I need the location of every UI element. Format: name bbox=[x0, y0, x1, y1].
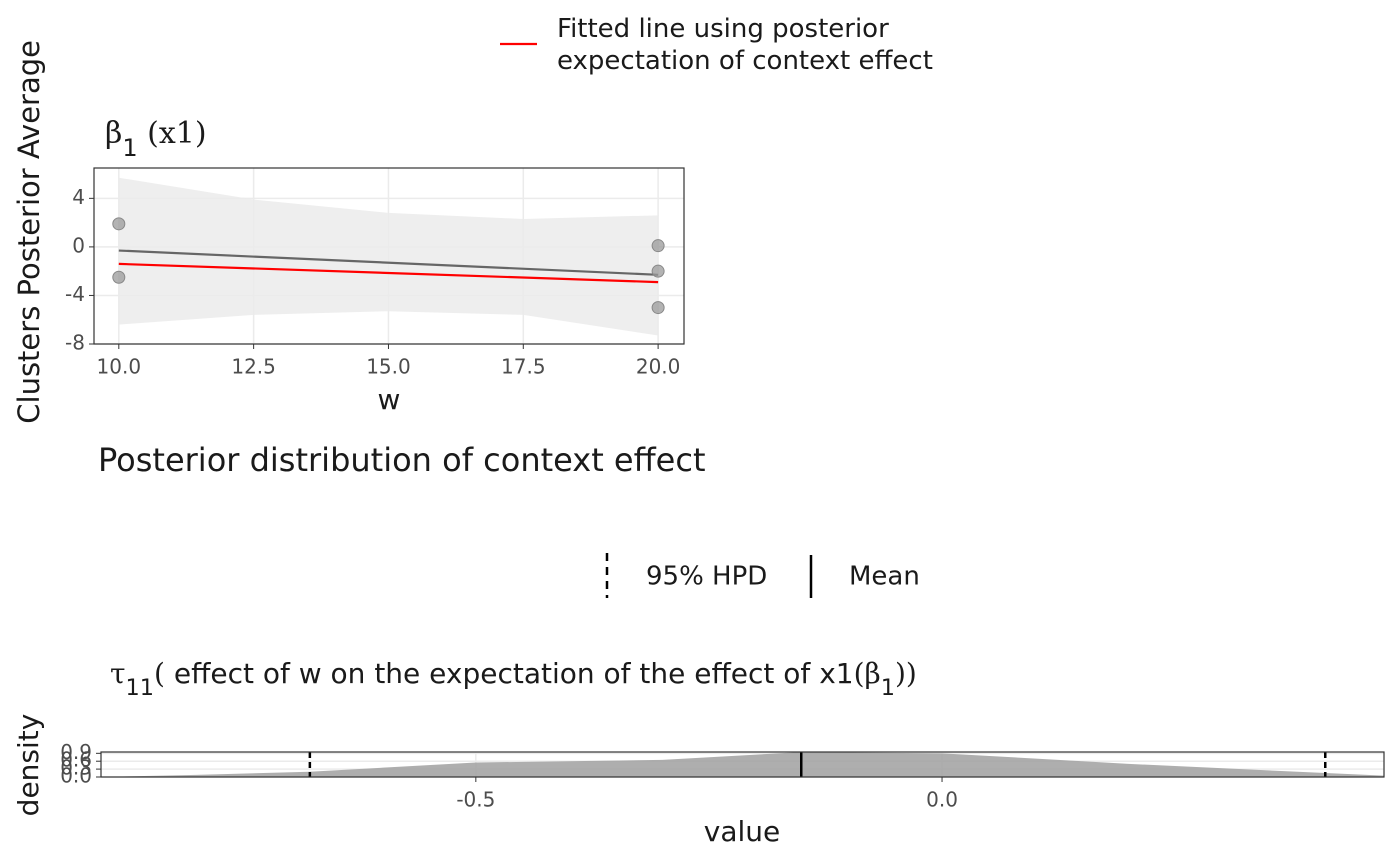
x-tick-label: -0.5 bbox=[456, 788, 495, 812]
panel-border bbox=[93, 167, 685, 345]
y-tick-label: -8 bbox=[65, 331, 85, 355]
y-axis-label: Clusters Posterior Average bbox=[12, 40, 46, 424]
y-tick-label: 0 bbox=[72, 233, 85, 257]
point bbox=[112, 217, 126, 231]
title-part: ( bbox=[154, 657, 165, 690]
title-part: 11 bbox=[126, 675, 155, 701]
y-label-clip: Clusters Posterior Average bbox=[12, 40, 46, 424]
x-tick-label: 0.0 bbox=[926, 788, 958, 812]
fitted-line bbox=[118, 262, 659, 284]
x-tick-label: 12.5 bbox=[231, 355, 276, 379]
point bbox=[112, 270, 126, 284]
point bbox=[651, 301, 665, 315]
panel-title: τ11( effect of w on the expectation of t… bbox=[110, 657, 917, 701]
y-tick-label: 0.3 bbox=[60, 756, 92, 780]
y-tick-label: 4 bbox=[72, 185, 85, 209]
title-part: 1 bbox=[122, 134, 137, 162]
title-part: (x1) bbox=[138, 116, 207, 151]
x-tick-label: 20.0 bbox=[636, 355, 681, 379]
x-tick-label: 17.5 bbox=[501, 355, 546, 379]
y-axis-label: density bbox=[12, 714, 45, 817]
title-part: β bbox=[105, 116, 122, 151]
confidence-ribbon bbox=[118, 177, 659, 336]
legend-line: Fitted line using posterior bbox=[557, 14, 889, 44]
y-tick-label: 0.6 bbox=[60, 748, 92, 772]
panel-title: β1 (x1) bbox=[105, 116, 207, 162]
title-part: effect of w on the expectation of the ef… bbox=[165, 657, 854, 690]
legend-label: Mean bbox=[849, 562, 920, 592]
x-tick-label: 10.0 bbox=[97, 355, 142, 379]
title-part: 1 bbox=[881, 675, 895, 701]
fit-line bbox=[118, 249, 659, 276]
title-part: τ bbox=[110, 657, 126, 690]
legend-label: Fitted line using posterior expectation o… bbox=[557, 14, 933, 76]
x-axis-label: value bbox=[704, 815, 780, 848]
section-title: Posterior distribution of context effect bbox=[98, 441, 705, 479]
y-tick-label: 0.9 bbox=[60, 740, 92, 764]
point bbox=[651, 264, 665, 278]
y-tick-label: 0.0 bbox=[60, 764, 92, 788]
x-axis-label: w bbox=[378, 383, 401, 416]
legend-label: 95% HPD bbox=[646, 562, 767, 592]
density-area bbox=[101, 752, 1384, 777]
point bbox=[651, 239, 665, 253]
x-tick-label: 15.0 bbox=[366, 355, 411, 379]
title-part: (β bbox=[854, 657, 881, 690]
panel-border bbox=[100, 751, 1385, 778]
legend-line: expectation of context effect bbox=[557, 46, 933, 76]
y-tick-label: -4 bbox=[65, 282, 85, 306]
title-part: )) bbox=[895, 657, 917, 690]
